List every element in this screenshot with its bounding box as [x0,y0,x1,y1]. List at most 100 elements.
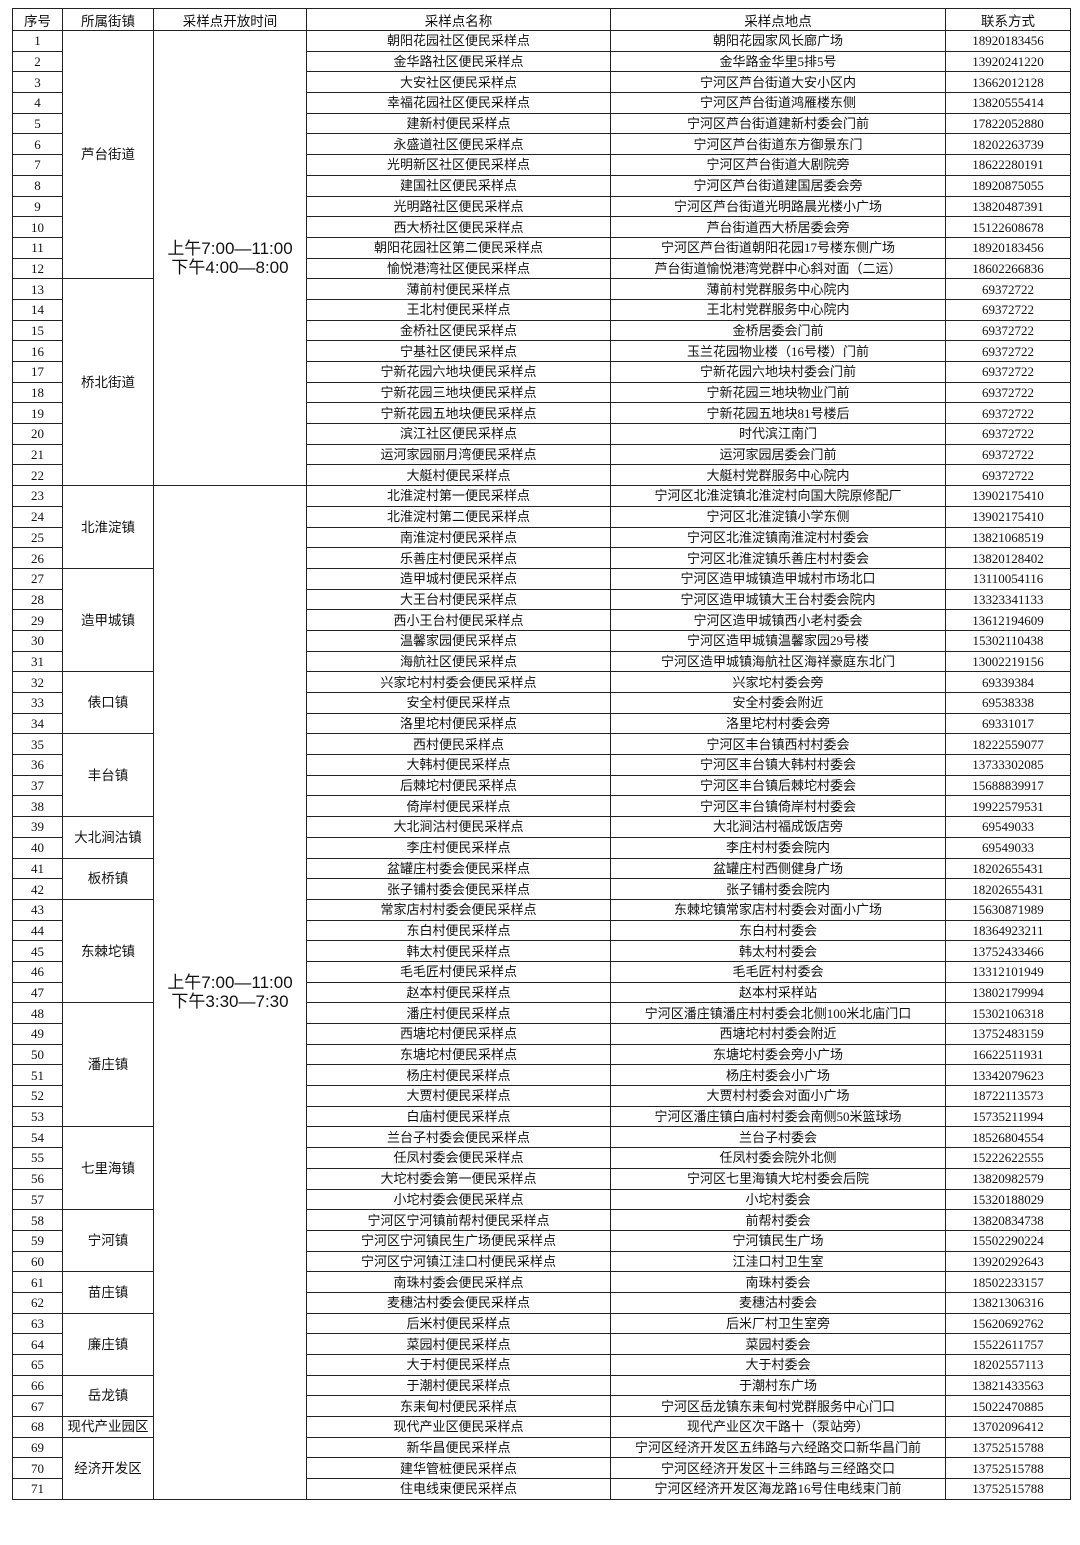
site-location: 宁河区造甲城镇海航社区海祥豪庭东北门 [610,650,946,673]
row-index: 30 [12,629,63,652]
site-location: 宁河区北淮淀镇小学东侧 [610,505,946,528]
table-row: 24 北淮淀村第二便民采样点 宁河区北淮淀镇小学东侧 13902175410 [12,505,1071,528]
town-cell: 经济开发区 [62,1436,154,1500]
site-location: 宁新花园五地块81号楼后 [610,402,946,425]
contact-phone: 13752483159 [945,1023,1071,1045]
row-index: 60 [12,1250,63,1273]
contact-phone: 13920241220 [945,50,1071,73]
town-cell: 七里海镇 [62,1126,154,1211]
site-name: 菜园村便民采样点 [306,1333,611,1355]
site-location: 宁河区经济开发区五纬路与六经路交口新华昌门前 [610,1436,946,1459]
site-location: 宁河区造甲城镇西小老村委会 [610,609,946,631]
site-location: 宁河区造甲城镇大王台村委会院内 [610,588,946,611]
row-index: 17 [12,361,63,383]
row-index: 13 [12,278,63,300]
site-name: 大于村便民采样点 [306,1354,611,1376]
row-index: 15 [12,319,63,342]
contact-phone: 15502290224 [945,1229,1071,1252]
table-row: 7 光明新区社区便民采样点 宁河区芦台街道大剧院旁 18622280191 [12,154,1071,176]
table-row: 36 大韩村便民采样点 宁河区丰台镇大韩村村委会 13733302085 [12,754,1071,776]
site-location: 宁河区造甲城镇造甲城村市场北口 [610,567,946,590]
row-index: 47 [12,981,63,1004]
table-row: 59 宁河区宁河镇民生广场便民采样点 宁河镇民生广场 15502290224 [12,1229,1071,1252]
row-index: 1 [12,30,63,52]
table-row: 68 现代产业园区 现代产业区便民采样点 现代产业区次干路十（泵站旁） 13702096… [12,1416,1071,1438]
contact-phone: 18602266836 [945,257,1071,280]
site-name: 盆罐庄村委会便民采样点 [306,857,611,880]
site-name: 宁河区宁河镇民生广场便民采样点 [306,1229,611,1252]
site-location: 宁新花园六地块村委会门前 [610,361,946,383]
site-name: 温馨家园便民采样点 [306,629,611,652]
site-location: 宁河区丰台镇倚岸村村委会 [610,795,946,818]
contact-phone: 69372722 [945,340,1071,362]
site-name: 白庙村便民采样点 [306,1105,611,1128]
table-row: 27 造甲城镇 造甲城村便民采样点 宁河区造甲城镇造甲城村市场北口 1311005411… [12,567,1071,673]
site-location: 运河家园居委会门前 [610,443,946,466]
row-index: 39 [12,816,63,838]
table-row: 44 东白村便民采样点 东白村村委会 18364923211 [12,919,1071,942]
contact-phone: 13702096412 [945,1416,1071,1438]
contact-phone: 69372722 [945,298,1071,321]
site-name: 大王台村便民采样点 [306,588,611,611]
table-row: 62 麦穗沽村委会便民采样点 麦穗沽村委会 13821306316 [12,1291,1071,1314]
contact-phone: 69372722 [945,361,1071,383]
contact-phone: 13752515788 [945,1436,1071,1459]
sampling-sites-table: 序号 所属街镇 采样点开放时间 采样点名称 采样点地点 联系方式 1 芦台街道 上午… [12,8,1071,1500]
contact-phone: 13752433466 [945,940,1071,962]
row-index: 28 [12,588,63,611]
table-row: 10 西大桥社区便民采样点 芦台街道西大桥居委会旁 15122608678 [12,216,1071,238]
site-location: 大北涧沽村福成饭店旁 [610,816,946,838]
site-name: 建国社区便民采样点 [306,174,611,197]
row-index: 36 [12,754,63,776]
row-index: 53 [12,1105,63,1128]
row-index: 71 [12,1478,63,1500]
site-name: 永盛道社区便民采样点 [306,133,611,156]
site-name: 滨江社区便民采样点 [306,423,611,445]
table-row: 65 大于村便民采样点 大于村委会 18202557113 [12,1354,1071,1376]
table-row: 51 杨庄村便民采样点 杨庄村委会小广场 13342079623 [12,1064,1071,1087]
row-index: 34 [12,712,63,735]
town-cell: 造甲城镇 [62,567,154,673]
site-location: 宁河区潘庄镇潘庄村村委会北侧100米北庙门口 [610,1002,946,1024]
contact-phone: 13752515788 [945,1457,1071,1480]
row-index: 59 [12,1229,63,1252]
site-location: 时代滨江南门 [610,423,946,445]
row-index: 2 [12,50,63,73]
contact-phone: 18202655431 [945,857,1071,880]
contact-phone: 13110054116 [945,567,1071,590]
header-open-time: 采样点开放时间 [153,8,307,31]
table-row: 48 潘庄镇 潘庄村便民采样点 宁河区潘庄镇潘庄村村委会北侧100米北庙门口 15302… [12,1002,1071,1128]
row-index: 49 [12,1023,63,1045]
site-name: 光明路社区便民采样点 [306,195,611,218]
contact-phone: 13802179994 [945,981,1071,1004]
row-index: 8 [12,174,63,197]
row-index: 52 [12,1085,63,1107]
site-location: 宁河区潘庄镇白庙村村委会南侧50米篮球场 [610,1105,946,1128]
town-cell: 丰台镇 [62,733,154,818]
open-time-line: 上午7:00—11:00 [167,973,293,993]
contact-phone: 18622280191 [945,154,1071,176]
contact-phone: 18722113573 [945,1085,1071,1107]
site-location: 金桥居委会门前 [610,319,946,342]
site-name: 朝阳花园社区便民采样点 [306,30,611,52]
table-row: 57 小坨村委会便民采样点 小坨村委会 15320188029 [12,1188,1071,1211]
site-name: 建新村便民采样点 [306,112,611,135]
site-name: 毛毛匠村便民采样点 [306,960,611,983]
row-index: 33 [12,692,63,714]
row-index: 3 [12,71,63,94]
table-row: 31 海航社区便民采样点 宁河区造甲城镇海航社区海祥豪庭东北门 13002219156 [12,650,1071,673]
site-location: 玉兰花园物业楼（16号楼）门前 [610,340,946,362]
town-cell: 苗庄镇 [62,1271,154,1314]
contact-phone: 15688839917 [945,774,1071,797]
table-row: 38 倚岸村便民采样点 宁河区丰台镇倚岸村村委会 19922579531 [12,795,1071,818]
row-index: 62 [12,1291,63,1314]
table-row: 29 西小王台村便民采样点 宁河区造甲城镇西小老村委会 13612194609 [12,609,1071,631]
open-time-line: 下午4:00—8:00 [171,258,289,278]
site-name: 东塘坨村便民采样点 [306,1043,611,1066]
site-name: 任凤村委会便民采样点 [306,1147,611,1169]
site-location: 洛里坨村村委会旁 [610,712,946,735]
row-index: 44 [12,919,63,942]
table-row: 53 白庙村便民采样点 宁河区潘庄镇白庙村村委会南侧50米篮球场 1573521199… [12,1105,1071,1128]
table-row: 49 西塘坨村便民采样点 西塘坨村村委会附近 13752483159 [12,1023,1071,1045]
site-name: 潘庄村便民采样点 [306,1002,611,1024]
